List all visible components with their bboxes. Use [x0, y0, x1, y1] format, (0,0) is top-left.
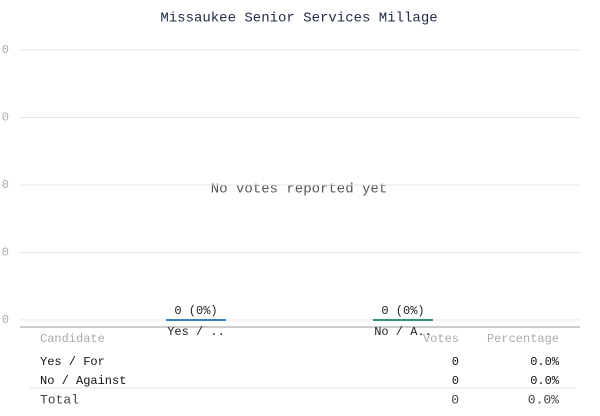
x-tick-label: Yes / .. — [167, 325, 225, 339]
table-cell: Percentage — [487, 332, 559, 346]
y-tick-label: 0 — [2, 111, 9, 125]
annotation: No votes reported yet — [211, 182, 387, 198]
y-tick-label: 0 — [2, 313, 9, 327]
bar — [166, 319, 226, 321]
table-cell: No / Against — [40, 374, 126, 388]
x-tick-label: No / A.. — [374, 325, 432, 339]
table-cell: Candidate — [40, 332, 105, 346]
y-tick-label: 0 — [2, 43, 9, 57]
chart-title: Missaukee Senior Services Millage — [160, 11, 437, 27]
data-label: 0 (0%) — [381, 304, 424, 318]
table-cell: 0.0% — [528, 392, 559, 407]
y-tick-label: 0 — [2, 246, 9, 260]
table-cell: Total — [40, 392, 79, 407]
table-cell: Yes / For — [40, 355, 105, 369]
table-cell: Votes — [423, 332, 459, 346]
table-cell: 0 — [451, 392, 459, 407]
table-cell: 0.0% — [530, 355, 560, 369]
bar — [373, 319, 433, 321]
data-label: 0 (0%) — [174, 304, 217, 318]
table-cell: 0 — [452, 355, 459, 369]
y-tick-label: 0 — [2, 178, 9, 192]
table-cell: 0 — [452, 374, 459, 388]
table-cell: 0.0% — [530, 374, 560, 388]
